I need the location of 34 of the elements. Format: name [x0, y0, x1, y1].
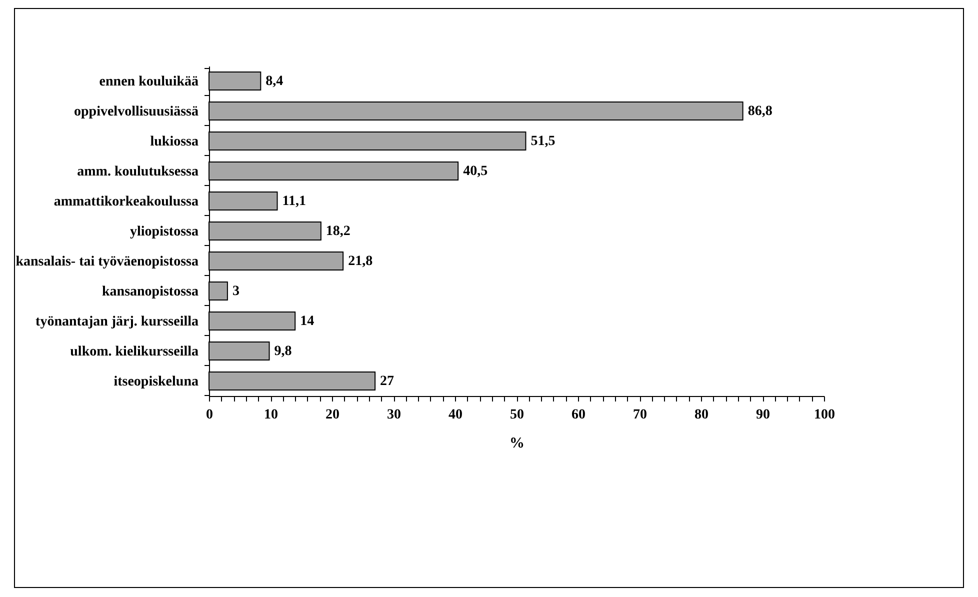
data-label: 86,8 — [748, 104, 772, 119]
y-tick-label: itseopiskeluna — [114, 374, 198, 390]
y-tick-label: ammattikorkeakoulussa — [54, 194, 198, 210]
y-tick-label: ennen kouluikää — [99, 74, 198, 90]
y-tick-label: yliopistossa — [130, 224, 198, 240]
data-label: 21,8 — [348, 254, 373, 269]
data-label: 3 — [232, 284, 240, 299]
x-tick-label: 80 — [694, 408, 708, 422]
y-tick-label: ulkom. kielikursseilla — [70, 344, 198, 360]
data-label: 11,1 — [282, 194, 306, 209]
x-axis-title: % — [510, 436, 524, 452]
x-tick-label: 0 — [206, 408, 213, 422]
x-tick-label: 70 — [633, 408, 647, 422]
data-label: 51,5 — [530, 134, 556, 149]
y-tick-label: lukiossa — [150, 134, 198, 150]
data-label: 9,8 — [274, 344, 292, 359]
x-tick-label: 60 — [572, 408, 586, 422]
y-tick-label: työnantajan järj. kursseilla — [36, 314, 198, 330]
x-tick-label: 10 — [264, 408, 278, 422]
data-label: 27 — [380, 374, 394, 389]
y-tick-label: kansanopistossa — [102, 284, 198, 300]
data-label: 18,2 — [326, 224, 350, 239]
x-tick-label: 90 — [756, 408, 770, 422]
x-tick-label: 50 — [510, 408, 524, 422]
x-tick-label: 20 — [326, 408, 340, 422]
data-label: 14 — [300, 314, 314, 329]
x-tick-label: 40 — [448, 408, 462, 422]
x-tick-label: 100 — [814, 408, 835, 422]
data-label: 40,5 — [463, 164, 488, 179]
y-tick-label: amm. koulutuksessa — [77, 164, 198, 180]
y-tick-label: kansalais- tai työväenopistossa — [16, 254, 198, 270]
y-tick-label: oppivelvollisuusiässä — [74, 104, 198, 120]
x-tick-label: 30 — [387, 408, 401, 422]
data-label: 8,4 — [266, 74, 284, 89]
